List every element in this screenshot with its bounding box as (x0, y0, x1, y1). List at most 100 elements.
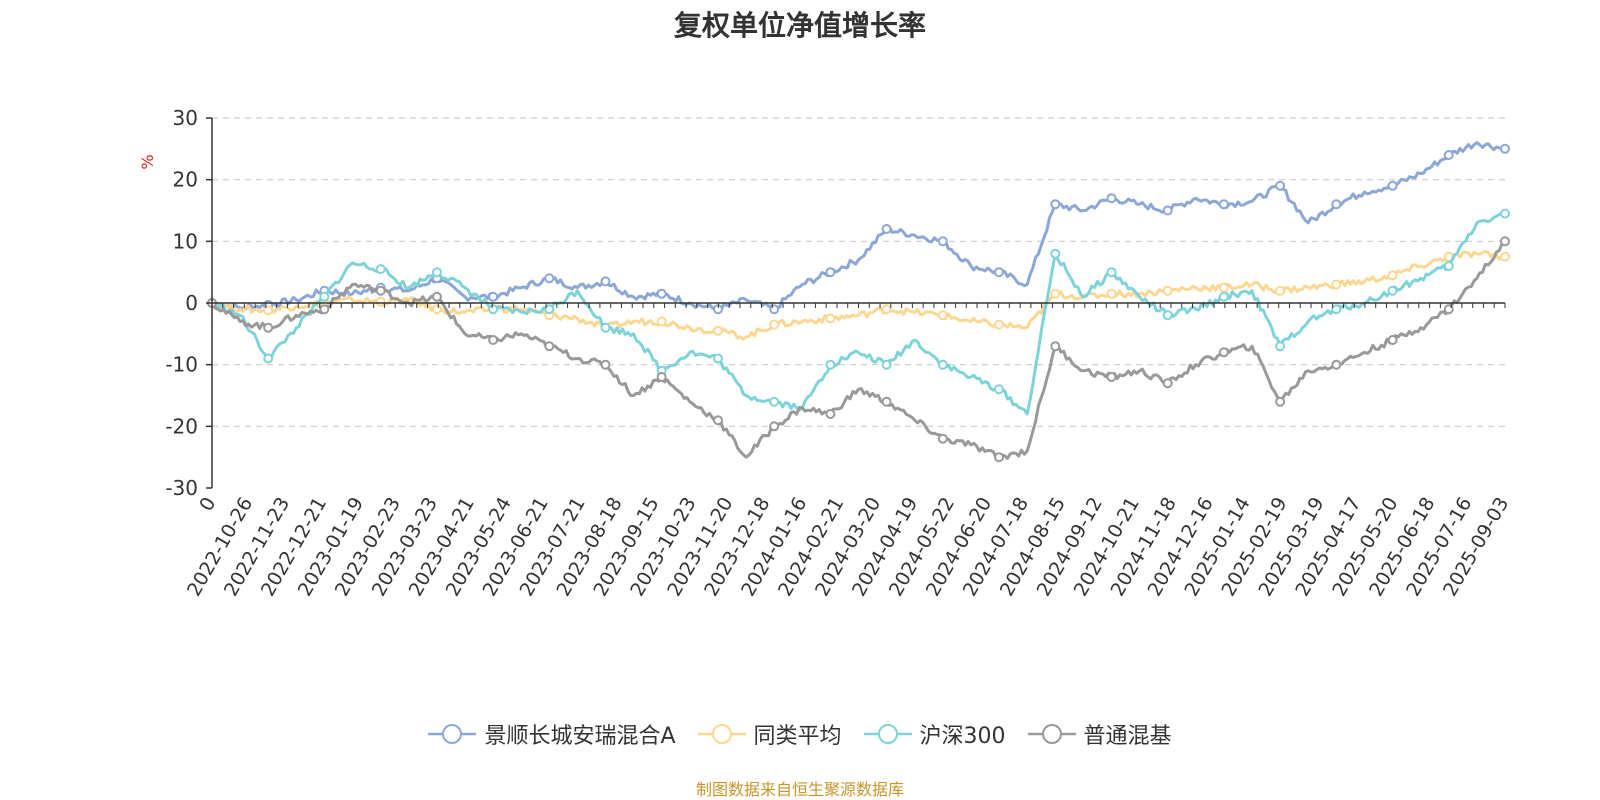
data-point (994, 384, 1004, 395)
data-point (431, 267, 442, 278)
legend-label: 普通混基 (1083, 724, 1172, 749)
data-point (488, 335, 499, 345)
data-point (994, 452, 1004, 463)
data-point (825, 267, 836, 278)
data-point (881, 224, 892, 234)
data-point (600, 322, 611, 333)
data-point (769, 304, 780, 315)
y-tick-label: 20 (173, 168, 198, 192)
data-point (713, 353, 723, 364)
x-tick-label: 0 (195, 494, 220, 515)
data-point (263, 353, 274, 364)
data-point (825, 409, 836, 419)
data-point (1387, 270, 1398, 281)
data-point (656, 372, 667, 382)
data-point (1162, 205, 1173, 216)
data-point (319, 291, 330, 302)
data-point (1106, 288, 1117, 299)
data-point (1275, 341, 1286, 352)
y-tick-label: 0 (185, 291, 198, 315)
data-point (1275, 396, 1286, 407)
chart-title: 复权单位净值增长率 (673, 9, 926, 42)
data-point (319, 304, 330, 315)
data-point (488, 291, 499, 302)
data-point (544, 273, 555, 284)
data-point (1218, 282, 1229, 293)
legend-label: 景顺长城安瑞混合A (484, 724, 676, 749)
legend-label: 同类平均 (753, 724, 842, 749)
data-point (1106, 267, 1117, 278)
data-point (1162, 285, 1173, 296)
data-point (1387, 285, 1398, 296)
legend-swatch-icon (863, 724, 912, 744)
legend-swatch-icon (428, 724, 477, 744)
data-point (1050, 248, 1061, 259)
data-point (769, 396, 780, 407)
legend-item[interactable]: 同类平均 (697, 718, 842, 750)
line-chart: 3020100-10-20-3002022-10-262022-11-23202… (138, 106, 1513, 600)
data-point (656, 316, 667, 327)
source-note: 制图数据来自恒生聚源数据库 (695, 780, 904, 799)
series-line (210, 239, 1506, 460)
data-point (600, 359, 611, 370)
data-point (825, 359, 836, 370)
data-point (1443, 261, 1454, 271)
grid-lines (212, 117, 1505, 427)
data-point (881, 396, 892, 407)
data-point (375, 285, 386, 296)
data-point (1275, 180, 1286, 191)
series-line (211, 211, 1506, 416)
legend-label: 沪深300 (919, 724, 1006, 749)
data-point (375, 264, 386, 275)
legend-item[interactable]: 景顺长城安瑞混合A (428, 718, 676, 750)
data-point (1500, 208, 1510, 219)
data-point (769, 319, 780, 330)
y-tick-label: -20 (165, 414, 198, 438)
data-point (375, 296, 386, 307)
data-point (881, 304, 892, 315)
legend-swatch-icon (697, 724, 746, 744)
data-point (994, 319, 1004, 330)
data-point (1050, 341, 1061, 352)
data-point (263, 322, 274, 333)
y-tick-label: -10 (165, 353, 198, 377)
data-point (544, 341, 555, 352)
y-tick-label: 10 (173, 229, 198, 253)
legend-swatch-icon (1027, 724, 1076, 744)
y-tick-label: -30 (165, 476, 198, 500)
y-axis-label: % (138, 154, 157, 169)
data-point (431, 304, 442, 315)
series-lines (207, 141, 1510, 463)
data-point (1387, 180, 1398, 191)
data-point (769, 421, 780, 432)
data-point (1218, 291, 1229, 302)
data-point (1331, 359, 1342, 370)
data-point (937, 310, 948, 321)
data-point (544, 304, 555, 315)
data-point (937, 433, 948, 444)
data-point (600, 276, 611, 287)
data-point (1500, 251, 1510, 262)
data-point (1387, 335, 1398, 345)
data-point (1331, 279, 1342, 290)
data-point (1500, 236, 1510, 247)
data-point (713, 325, 723, 336)
data-point (1050, 288, 1061, 299)
data-point (656, 288, 667, 299)
data-point (1162, 310, 1173, 321)
series-line (210, 250, 1506, 341)
data-point (881, 359, 892, 370)
data-point (1218, 199, 1229, 210)
data-point (1050, 199, 1061, 210)
data-point (263, 305, 274, 316)
legend-item[interactable]: 沪深300 (863, 718, 1006, 750)
data-point (937, 236, 948, 247)
data-point (937, 359, 948, 370)
data-point (1106, 193, 1117, 204)
data-point (825, 313, 836, 324)
data-point (1331, 304, 1342, 315)
y-tick-label: 30 (173, 106, 198, 130)
data-point (1443, 150, 1454, 160)
data-point (1275, 285, 1286, 296)
legend-item[interactable]: 普通混基 (1027, 718, 1172, 750)
